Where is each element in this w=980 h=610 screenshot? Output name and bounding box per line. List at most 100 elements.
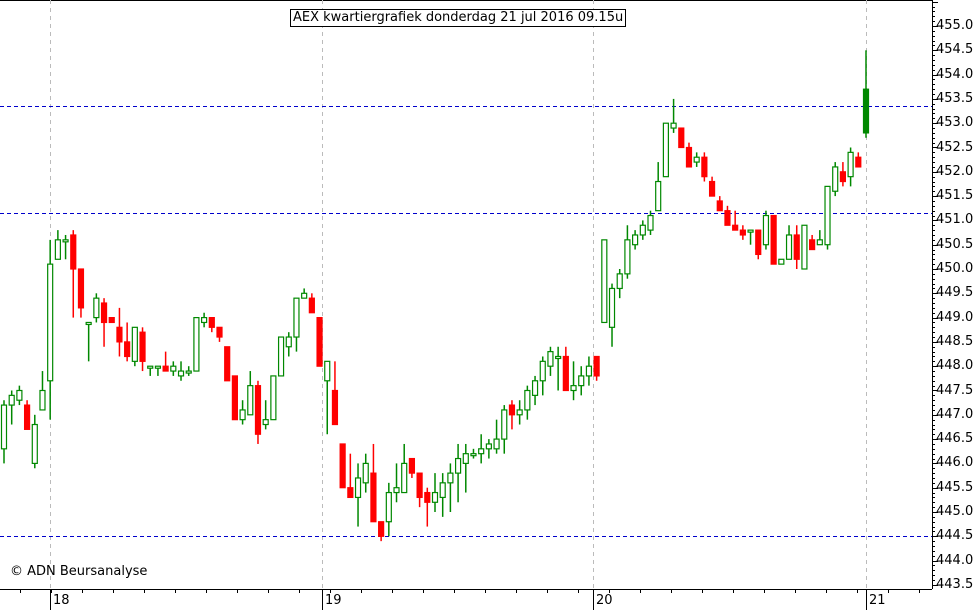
candle-body bbox=[193, 317, 200, 372]
y-axis-label: 449.0 bbox=[936, 309, 974, 325]
y-axis-label: 447.0 bbox=[936, 406, 974, 422]
candle-body bbox=[277, 336, 285, 377]
candle-body bbox=[270, 375, 277, 421]
candle-body bbox=[547, 351, 554, 367]
candle-body bbox=[108, 317, 115, 324]
candle-body bbox=[762, 214, 770, 246]
candle-body bbox=[185, 370, 192, 374]
candle-body bbox=[855, 156, 862, 168]
candle-body bbox=[778, 258, 785, 265]
candle-body bbox=[316, 317, 323, 367]
candle-body bbox=[0, 404, 8, 450]
candle-body bbox=[216, 326, 223, 338]
candle-body bbox=[124, 341, 131, 358]
candle-body bbox=[716, 200, 723, 212]
candle-body bbox=[378, 521, 385, 537]
candle-body bbox=[177, 370, 185, 377]
candle-body bbox=[785, 234, 793, 260]
candle-body bbox=[131, 326, 138, 362]
y-axis-label: 447.5 bbox=[936, 382, 974, 398]
candle-body bbox=[39, 389, 46, 411]
candle-body bbox=[662, 122, 669, 178]
candle-body bbox=[324, 360, 331, 382]
candle-body bbox=[23, 404, 31, 430]
candle-body bbox=[562, 355, 569, 392]
candle-body bbox=[385, 491, 392, 523]
y-axis-label: 449.5 bbox=[936, 285, 974, 301]
y-axis-label: 445.5 bbox=[936, 479, 974, 495]
candle-body bbox=[93, 297, 100, 319]
candle-body bbox=[347, 487, 354, 499]
candle-body bbox=[262, 419, 269, 426]
y-axis-label: 454.5 bbox=[936, 42, 974, 58]
candle-body bbox=[755, 229, 762, 256]
candle-body bbox=[393, 487, 400, 494]
chart-title: AEX kwartiergrafiek donderdag 21 jul 201… bbox=[290, 9, 627, 27]
candle-body bbox=[16, 389, 23, 401]
candle-body bbox=[555, 355, 562, 360]
candle-body bbox=[331, 389, 339, 426]
candle-body bbox=[231, 375, 238, 421]
candle-body bbox=[501, 409, 508, 440]
candle-body bbox=[531, 380, 539, 396]
candle-body bbox=[162, 365, 169, 372]
candle-body bbox=[62, 239, 69, 243]
candle-body bbox=[608, 287, 616, 328]
candle-body bbox=[308, 297, 315, 314]
y-axis-label: 450.5 bbox=[936, 236, 974, 252]
candle-body bbox=[585, 365, 593, 377]
candle-body bbox=[224, 346, 231, 382]
candle-body bbox=[285, 336, 292, 348]
candle-body bbox=[247, 385, 254, 416]
candle-body bbox=[100, 302, 108, 324]
y-axis-label: 454.0 bbox=[936, 66, 974, 82]
y-axis-label: 452.5 bbox=[936, 139, 974, 155]
candle-body bbox=[239, 409, 246, 421]
candle-body bbox=[139, 331, 146, 362]
candle-body bbox=[401, 462, 408, 494]
candle-body bbox=[31, 423, 38, 464]
y-axis-label: 453.5 bbox=[936, 90, 974, 106]
candle-body bbox=[693, 156, 700, 163]
candle-body bbox=[770, 214, 777, 265]
x-axis-label: 19 bbox=[325, 593, 342, 608]
y-axis-label: 444.5 bbox=[936, 528, 974, 544]
y-axis-label: 446.0 bbox=[936, 455, 974, 471]
candle-body bbox=[632, 234, 639, 246]
y-axis-label: 443.5 bbox=[936, 576, 974, 592]
candle-body bbox=[793, 234, 800, 260]
candle-body bbox=[408, 457, 416, 474]
candle-body bbox=[370, 472, 377, 523]
y-axis-label: 448.5 bbox=[936, 333, 974, 349]
candle-body bbox=[154, 365, 162, 369]
y-axis-label: 455.0 bbox=[936, 18, 974, 33]
candle-body bbox=[478, 448, 485, 455]
candle-body bbox=[655, 180, 662, 212]
y-axis-label: 445.0 bbox=[936, 504, 974, 519]
candle-body bbox=[508, 404, 516, 416]
candle-body bbox=[147, 365, 154, 369]
candle-body bbox=[670, 122, 677, 129]
candle-body bbox=[578, 375, 585, 387]
candle-body bbox=[701, 156, 708, 178]
candle-body bbox=[493, 438, 500, 450]
y-axis-label: 446.5 bbox=[936, 431, 974, 447]
candle-body bbox=[678, 127, 685, 149]
y-axis-label: 450.0 bbox=[936, 261, 974, 276]
candle-body bbox=[732, 224, 739, 231]
candle-body bbox=[201, 317, 208, 324]
candle-body bbox=[624, 239, 631, 275]
candle-body bbox=[254, 385, 262, 435]
candle-body bbox=[824, 185, 831, 246]
candle-body bbox=[208, 317, 215, 328]
candle-body bbox=[839, 171, 847, 183]
candle-body bbox=[593, 355, 600, 377]
candle-body bbox=[570, 385, 577, 392]
candle-body bbox=[77, 268, 85, 309]
candle-body bbox=[647, 214, 654, 231]
candle-body bbox=[70, 234, 77, 270]
x-axis-label: 21 bbox=[869, 593, 886, 608]
y-axis-label: 448.0 bbox=[936, 358, 974, 374]
candle-body bbox=[416, 472, 423, 499]
